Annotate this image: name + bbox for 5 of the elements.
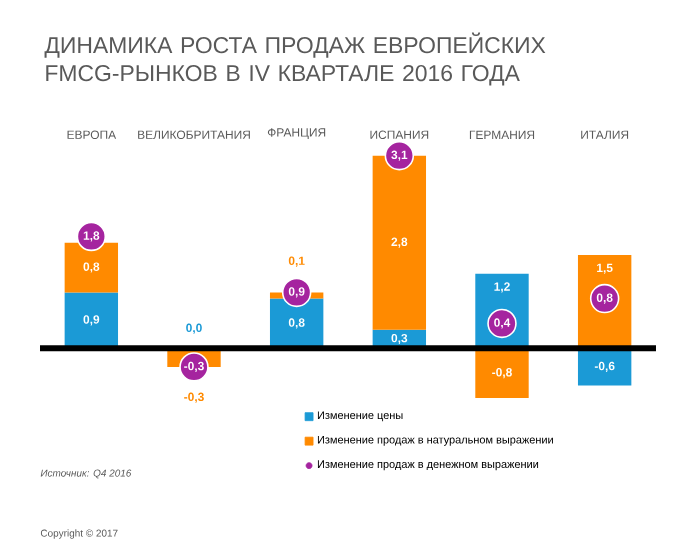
- bar: [64, 242, 119, 293]
- bar: [64, 292, 119, 349]
- bar: [475, 348, 529, 398]
- text: ДИНАМИКА РОСТА ПРОДАЖ ЕВРОПЕЙСКИХ FMCG-РЫНКОВ В IV КВАРТАЛЕ 2016 ГОДА: [44, 32, 546, 86]
- bar: [577, 348, 632, 386]
